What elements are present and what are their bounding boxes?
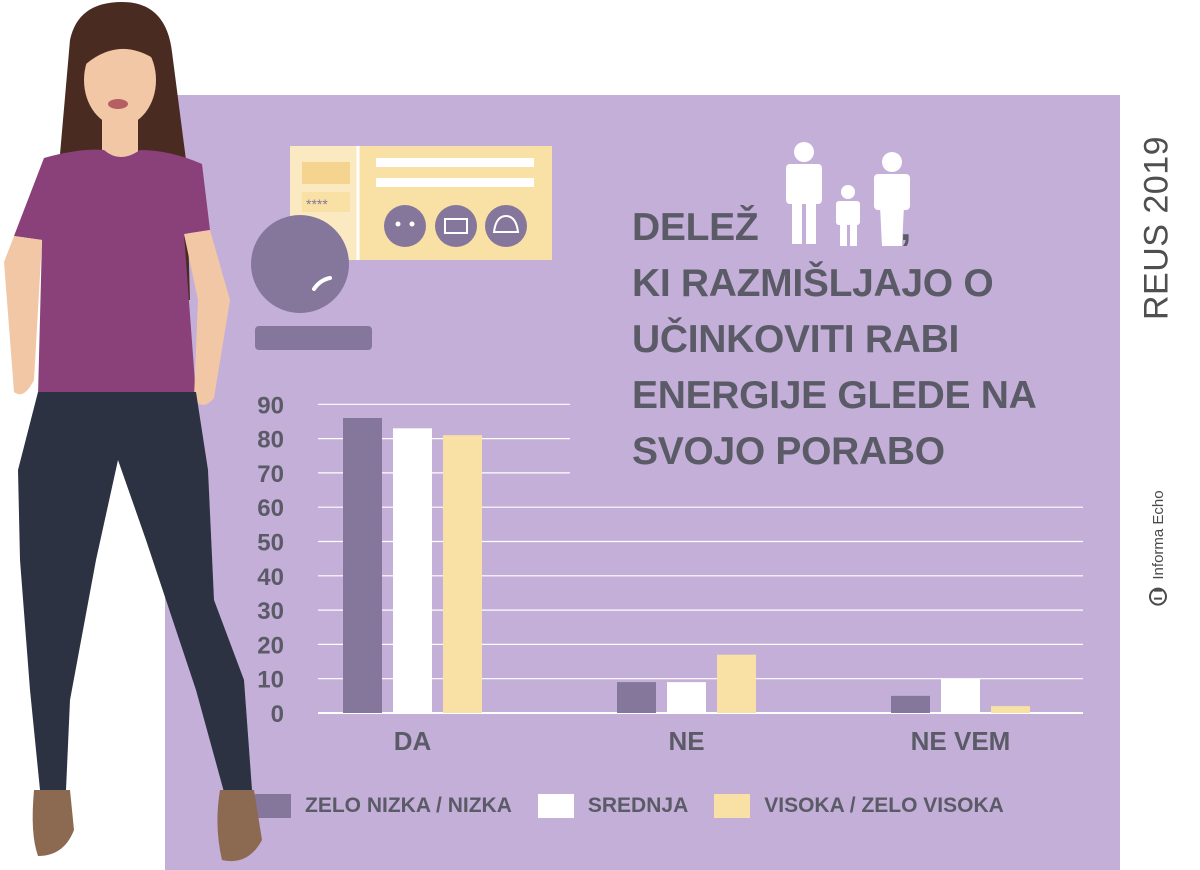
y-tick-label: 80 [257, 427, 284, 454]
y-tick-label: 10 [257, 667, 284, 694]
legend-swatch-high [714, 794, 751, 818]
title-line-5: SVOJO PORABO [632, 430, 945, 473]
legend: ZELO NIZKA / NIZKA SREDNJA VISOKA / ZELO… [255, 794, 1030, 818]
y-tick-label: 40 [257, 564, 284, 591]
legend-item-high: VISOKA / ZELO VISOKA [714, 794, 1004, 818]
chart-title: DELEŽ, KI RAZMIŠLJAJO O UČINKOVITI RABI … [632, 200, 1037, 480]
pin-mask-text: **** [306, 196, 328, 212]
title-line-2: KI RAZMIŠLJAJO O [632, 262, 994, 305]
bar [991, 706, 1030, 713]
bar [343, 418, 382, 713]
x-category-label: NE VEM [911, 726, 1011, 756]
bar [667, 682, 706, 713]
smart-meter-icon: **** [251, 146, 552, 350]
title-comma: , [900, 206, 911, 249]
bar [393, 428, 432, 713]
title-line-3: UČINKOVITI RABI [632, 318, 960, 361]
y-tick-label: 70 [257, 461, 284, 488]
bar [717, 654, 756, 713]
legend-item-mid: SREDNJA [537, 794, 689, 818]
year-badge-tab [1120, 95, 1200, 360]
title-line-4: ENERGIJE GLEDE NA [632, 374, 1037, 417]
woman-figure [4, 2, 262, 862]
legend-label-high: VISOKA / ZELO VISOKA [764, 794, 1004, 817]
bar [443, 435, 482, 713]
bar [941, 678, 980, 713]
legend-label-low: ZELO NIZKA / NIZKA [305, 794, 512, 817]
y-tick-label: 20 [257, 632, 284, 659]
legend-swatch-low [255, 794, 291, 818]
title-line-1: DELEŽ [632, 206, 759, 249]
legend-label-mid: SREDNJA [587, 794, 689, 817]
legend-swatch-mid [537, 794, 574, 818]
bar [617, 682, 656, 713]
x-category-label: DA [394, 726, 432, 756]
y-tick-label: 30 [257, 598, 284, 625]
x-category-label: NE [668, 726, 704, 756]
y-tick-label: 50 [257, 530, 284, 557]
y-tick-label: 60 [257, 495, 284, 522]
legend-item-low: ZELO NIZKA / NIZKA [255, 794, 512, 818]
y-tick-label: 90 [257, 392, 284, 419]
family-icon [786, 142, 910, 246]
bar [891, 695, 930, 713]
y-tick-label: 0 [271, 701, 284, 728]
